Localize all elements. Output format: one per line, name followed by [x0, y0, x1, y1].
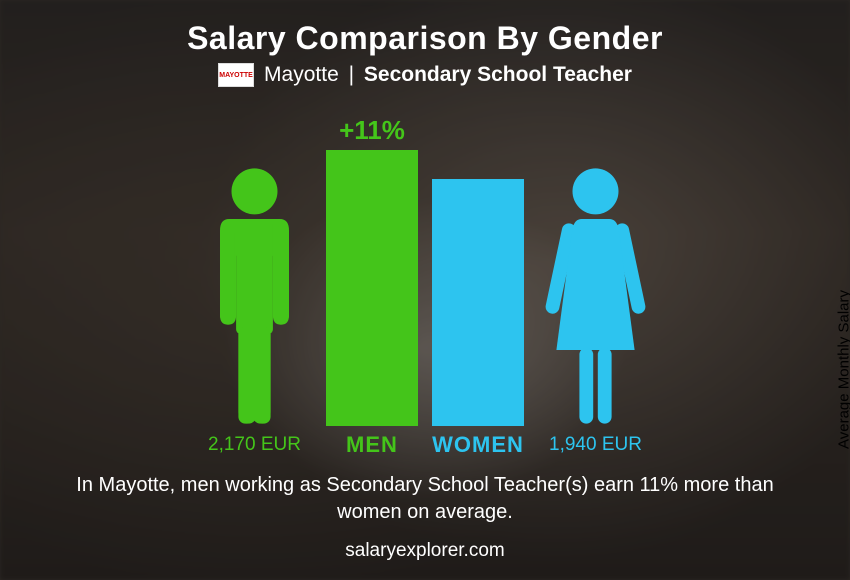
- chart-area: +11%: [30, 95, 820, 426]
- y-axis-label: Average Monthly Salary: [836, 290, 850, 449]
- male-icon: [197, 166, 312, 426]
- content-container: Salary Comparison By Gender MAYOTTE Mayo…: [0, 0, 850, 580]
- subtitle: Mayotte | Secondary School Teacher: [264, 63, 632, 87]
- page-title: Salary Comparison By Gender: [187, 20, 663, 57]
- separator: |: [349, 63, 354, 86]
- women-bar: [432, 179, 524, 426]
- flag-icon: MAYOTTE: [218, 63, 254, 87]
- women-icon-wrap: [538, 166, 653, 426]
- labels-row: 2,170 EUR MEN WOMEN 1,940 EUR: [30, 432, 820, 458]
- men-salary: 2,170 EUR: [197, 434, 312, 456]
- pct-diff-label: +11%: [339, 115, 405, 146]
- job-title: Secondary School Teacher: [364, 63, 632, 86]
- women-salary: 1,940 EUR: [538, 434, 653, 456]
- summary-text: In Mayotte, men working as Secondary Sch…: [65, 472, 785, 526]
- site-credit: salaryexplorer.com: [345, 540, 504, 562]
- men-bar-wrap: +11%: [326, 115, 418, 426]
- men-icon-wrap: [197, 166, 312, 426]
- men-label: MEN: [326, 432, 418, 458]
- men-bar: [326, 150, 418, 426]
- location-text: Mayotte: [264, 63, 339, 86]
- female-icon: [538, 166, 653, 426]
- women-bar-wrap: [432, 179, 524, 426]
- women-label: WOMEN: [432, 432, 524, 458]
- subtitle-row: MAYOTTE Mayotte | Secondary School Teach…: [218, 63, 632, 87]
